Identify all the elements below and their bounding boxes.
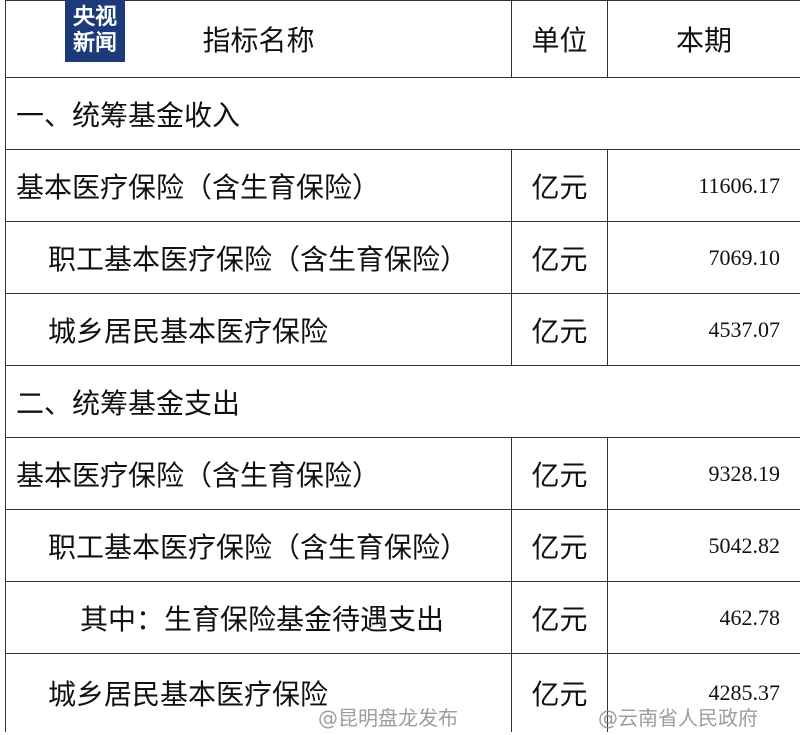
name-cell: 基本医疗保险（含生育保险）: [5, 437, 512, 510]
value-cell: 11606.17: [607, 149, 800, 222]
logo-text: 新闻: [72, 31, 117, 56]
unit-cell: 亿元: [511, 437, 608, 510]
name-cell: 基本医疗保险（含生育保险）: [5, 149, 512, 222]
value-cell: 7069.10: [607, 221, 800, 294]
name-cell: 其中：生育保险基金待遇支出: [5, 581, 512, 654]
row: 职工基本医疗保险（含生育保险） 亿元 7069.10: [5, 221, 800, 294]
row: 基本医疗保险（含生育保险） 亿元 9328.19: [5, 437, 800, 510]
row: 城乡居民基本医疗保险 亿元 4285.37: [5, 653, 800, 732]
value-cell: 9328.19: [607, 437, 800, 510]
header-cell: 单位: [511, 0, 608, 78]
name-cell: 职工基本医疗保险（含生育保险）: [5, 509, 512, 582]
row: 基本医疗保险（含生育保险） 亿元 11606.17: [5, 149, 800, 222]
unit-cell: 亿元: [511, 293, 608, 366]
unit-cell: 亿元: [511, 221, 608, 294]
logo: 央视 新闻: [65, 0, 125, 62]
section-title: 一、统筹基金收入: [5, 77, 800, 150]
header-row: 指标名称 单位 本期: [5, 0, 800, 78]
name-cell: 城乡居民基本医疗保险: [5, 293, 512, 366]
data-table: 指标名称 单位 本期 一、统筹基金收入 基本医疗保险（含生育保险） 亿元 11606…: [5, 0, 800, 732]
logo-text: 央视: [72, 5, 117, 30]
section-row: 一、统筹基金收入: [5, 77, 800, 150]
section-title: 二、统筹基金支出: [5, 365, 800, 438]
watermark: @云南省人民政府: [598, 706, 758, 730]
unit-cell: 亿元: [511, 509, 608, 582]
value-cell: 4285.37: [607, 653, 800, 732]
header-cell: 本期: [607, 0, 800, 78]
watermark: @昆明盘龙发布: [318, 706, 458, 730]
name-cell: 职工基本医疗保险（含生育保险）: [5, 221, 512, 294]
unit-cell: 亿元: [511, 581, 608, 654]
unit-cell: 亿元: [511, 653, 608, 732]
section-row: 二、统筹基金支出: [5, 365, 800, 438]
row: 城乡居民基本医疗保险 亿元 4537.07: [5, 293, 800, 366]
value-cell: 462.78: [607, 581, 800, 654]
row: 职工基本医疗保险（含生育保险） 亿元 5042.82: [5, 509, 800, 582]
value-cell: 4537.07: [607, 293, 800, 366]
value-cell: 5042.82: [607, 509, 800, 582]
row: 其中：生育保险基金待遇支出 亿元 462.78: [5, 581, 800, 654]
name-cell: 城乡居民基本医疗保险: [5, 653, 512, 732]
unit-cell: 亿元: [511, 149, 608, 222]
